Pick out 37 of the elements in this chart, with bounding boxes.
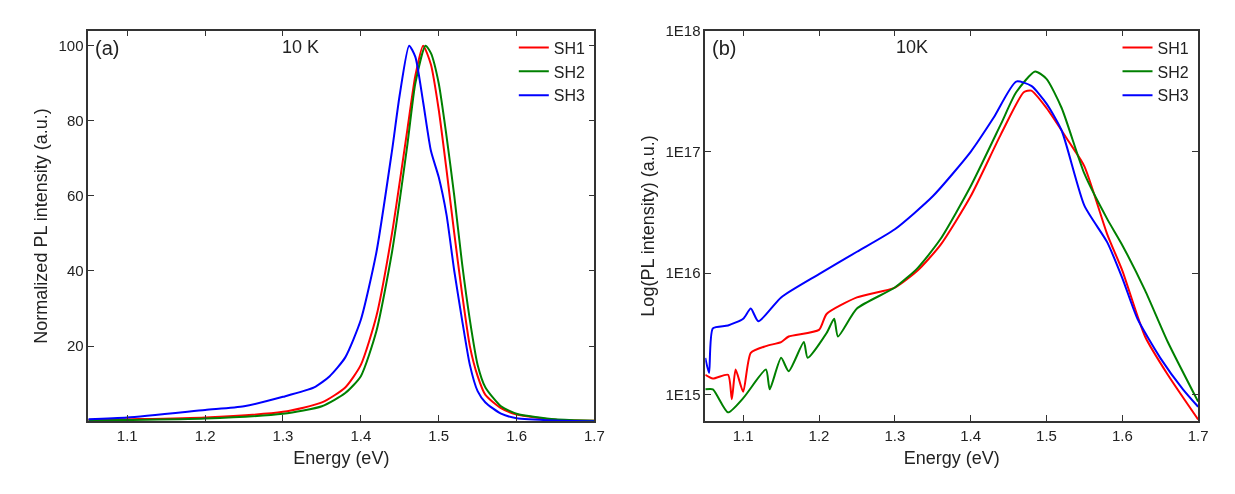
annotation: 10K [896, 37, 929, 57]
y-tick-label: 100 [58, 36, 84, 54]
x-tick-label: 1.4 [960, 426, 982, 444]
annotation: 10 K [282, 37, 320, 57]
y-tick-label: 80 [66, 112, 84, 130]
y-tick-label: 1E17 [665, 143, 701, 161]
legend-label: SH3 [1157, 87, 1189, 105]
x-tick-label: 1.4 [350, 426, 372, 444]
y-tick-label: 1E18 [665, 21, 701, 39]
y-tick-label: 1E16 [665, 264, 701, 282]
annotation: (b) [712, 37, 737, 59]
legend-label: SH3 [553, 87, 586, 105]
x-tick-label: 1.7 [1187, 426, 1209, 444]
legend-label: SH2 [1157, 63, 1189, 81]
y-tick-label: 20 [66, 337, 84, 355]
x-axis-title: Energy (eV) [293, 447, 390, 468]
x-tick-label: 1.3 [272, 426, 294, 444]
x-tick-label: 1.2 [194, 426, 216, 444]
y-tick-label: 40 [66, 262, 84, 280]
y-tick-label: 1E15 [665, 385, 701, 403]
x-tick-label: 1.5 [1036, 426, 1057, 444]
x-tick-label: 1.3 [884, 426, 906, 444]
x-tick-label: 1.5 [428, 426, 450, 444]
x-tick-label: 1.6 [1111, 426, 1133, 444]
x-tick-label: 1.6 [506, 426, 527, 444]
x-tick-label: 1.1 [732, 426, 754, 444]
y-axis-title: Log(PL intensity) (a.u.) [638, 135, 659, 317]
legend-label: SH2 [553, 63, 586, 81]
x-tick-label: 1.7 [584, 426, 605, 444]
x-tick-label: 1.1 [116, 426, 138, 444]
legend-label: SH1 [1157, 39, 1189, 57]
legend-label: SH1 [553, 39, 586, 57]
y-tick-label: 60 [66, 187, 84, 205]
y-axis-title: Normalized PL intensity (a.u.) [31, 108, 52, 344]
x-tick-label: 1.2 [808, 426, 830, 444]
annotation: (a) [95, 37, 120, 59]
x-axis-title: Energy (eV) [903, 447, 1000, 468]
